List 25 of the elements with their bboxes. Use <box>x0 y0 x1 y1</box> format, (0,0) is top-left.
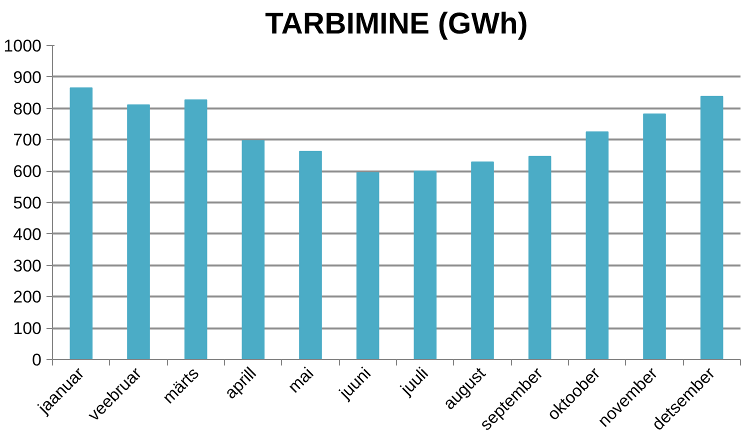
bar <box>70 87 93 360</box>
bar <box>242 140 265 360</box>
y-tick-label: 900 <box>13 68 42 87</box>
bar <box>184 99 208 360</box>
y-tick-label: 300 <box>13 256 42 276</box>
y-tick-label: 800 <box>13 99 42 118</box>
bar <box>700 96 724 360</box>
chart-title: TARBIMINE (GWh) <box>265 8 528 40</box>
bar <box>471 161 494 360</box>
bar <box>528 156 552 360</box>
x-tick-label: mai <box>284 364 318 397</box>
bar <box>299 150 322 360</box>
y-tick-label: 500 <box>13 194 42 212</box>
bar <box>127 104 150 360</box>
y-tick-label: 700 <box>13 130 42 150</box>
y-tick-label: 400 <box>13 224 42 244</box>
bar <box>586 131 609 360</box>
bar <box>414 170 437 360</box>
y-tick-label: 1000 <box>4 36 42 56</box>
y-tick-label: 200 <box>13 288 42 307</box>
bar <box>356 172 380 360</box>
y-tick-label: 600 <box>13 162 42 182</box>
bar <box>643 113 666 360</box>
y-tick-label: 0 <box>32 350 42 370</box>
y-tick-label: 100 <box>13 319 42 338</box>
